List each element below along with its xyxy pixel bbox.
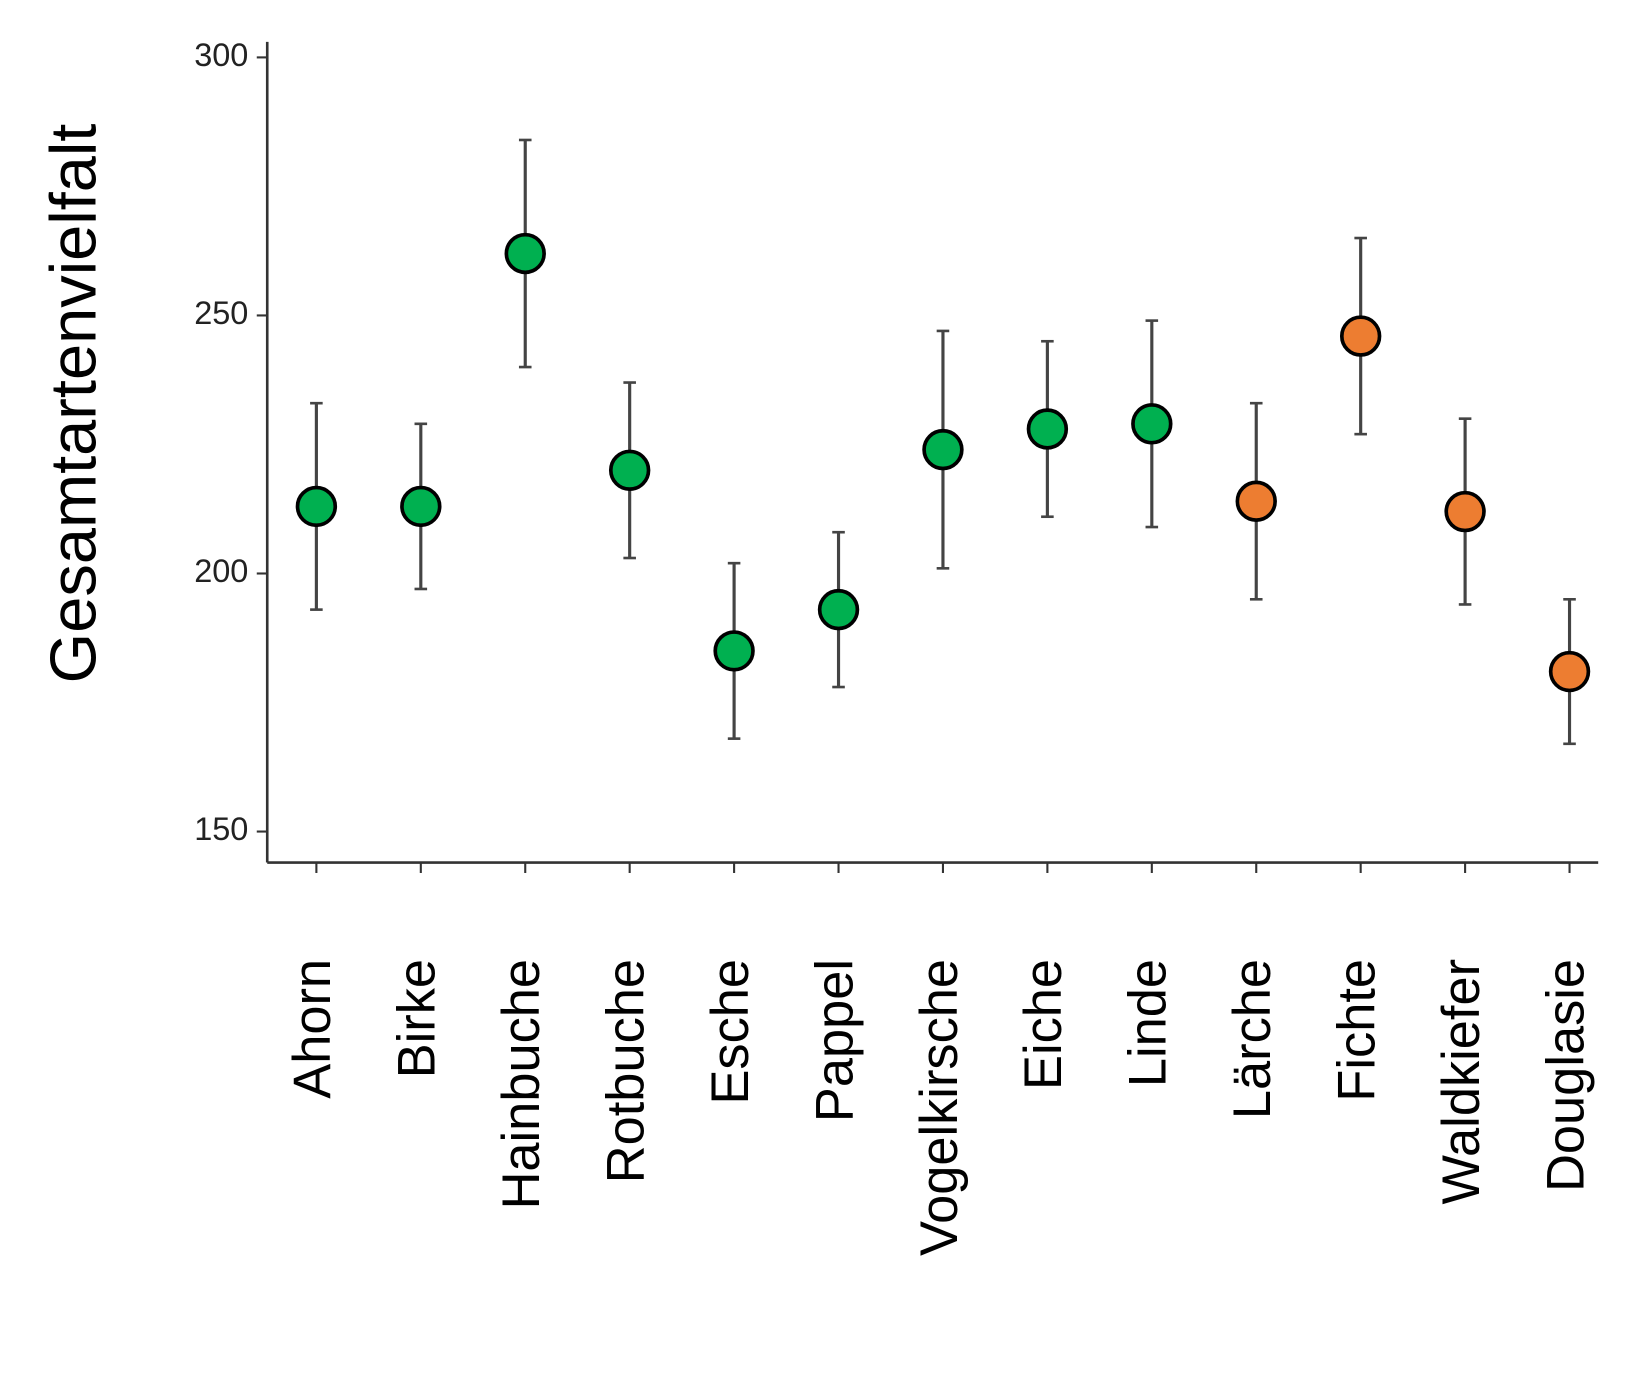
x-tick-label: Waldkiefer: [1433, 959, 1491, 1205]
x-tick-label: Linde: [1120, 959, 1178, 1087]
point: [400, 485, 442, 528]
point: [608, 449, 651, 491]
x-tick-label: Lärche: [1224, 959, 1282, 1119]
x-tick-label: Eiche: [1015, 959, 1073, 1090]
point: [295, 485, 338, 528]
point: [1131, 403, 1173, 445]
y-tick-label: 150: [194, 811, 248, 847]
x-tick-label: Vogelkirsche: [911, 959, 969, 1256]
y-axis-label: Gesamtartenvielfalt: [37, 124, 110, 684]
x-tick-label: Birke: [389, 959, 447, 1078]
x-tick-label: Ahorn: [284, 959, 342, 1099]
x-tick-label: Esche: [702, 959, 760, 1105]
x-tick-label: Fichte: [1329, 959, 1387, 1102]
point: [1026, 408, 1069, 450]
point: [1339, 315, 1382, 357]
y-tick-label: 300: [194, 37, 248, 73]
point: [922, 428, 964, 471]
point: [1444, 490, 1486, 533]
y-tick-label: 200: [194, 553, 248, 589]
point: [1235, 480, 1277, 522]
x-tick-label: Pappel: [806, 959, 864, 1122]
x-tick-label: Rotbuche: [598, 959, 656, 1183]
x-tick-label: Hainbuche: [493, 959, 551, 1210]
plot-area: Gesamtartenvielfalt 150 200 250 300 Ahorn Bir…: [37, 37, 1599, 1256]
point: [504, 232, 546, 275]
point: [1548, 650, 1591, 693]
point: [817, 588, 860, 631]
point: [713, 630, 755, 672]
y-tick-label: 250: [194, 295, 248, 331]
x-tick-label: Douglasie: [1537, 959, 1595, 1192]
